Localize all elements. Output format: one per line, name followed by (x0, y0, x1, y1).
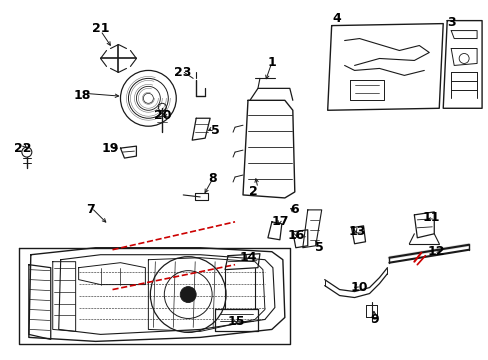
Text: 1: 1 (267, 56, 276, 69)
Text: 5: 5 (210, 124, 219, 137)
Text: 2: 2 (248, 185, 257, 198)
Text: 17: 17 (270, 215, 288, 228)
Text: 3: 3 (446, 16, 455, 29)
Text: 22: 22 (14, 141, 32, 155)
Circle shape (180, 287, 196, 302)
Text: 19: 19 (102, 141, 119, 155)
Text: 15: 15 (227, 315, 244, 328)
Text: 16: 16 (286, 229, 304, 242)
Text: 14: 14 (239, 251, 256, 264)
Text: 11: 11 (422, 211, 439, 224)
Text: 5: 5 (315, 241, 324, 254)
Text: 20: 20 (153, 109, 171, 122)
Text: 6: 6 (290, 203, 299, 216)
Text: 23: 23 (173, 66, 190, 79)
Text: 4: 4 (331, 12, 340, 25)
Text: 7: 7 (86, 203, 95, 216)
Text: 10: 10 (350, 281, 367, 294)
Text: 8: 8 (207, 171, 216, 185)
Text: 12: 12 (427, 245, 444, 258)
Text: 21: 21 (92, 22, 109, 35)
Text: 13: 13 (348, 225, 366, 238)
Text: 9: 9 (369, 313, 378, 326)
Text: 18: 18 (74, 89, 91, 102)
